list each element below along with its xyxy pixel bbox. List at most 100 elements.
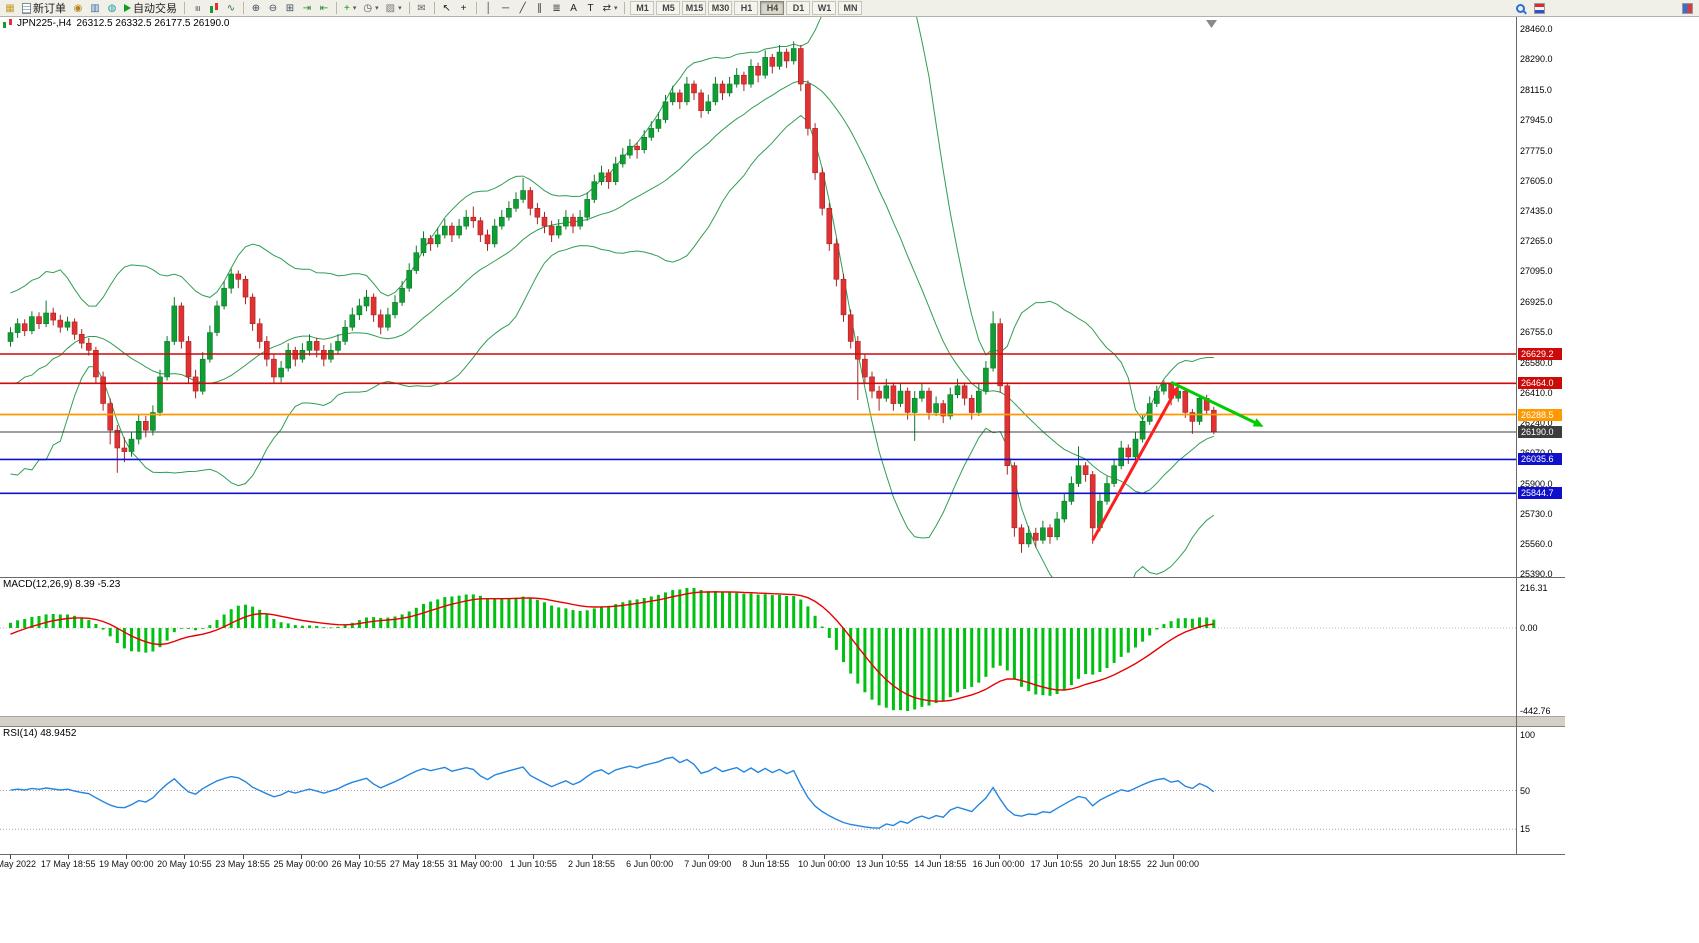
horizontal-line-icon: ─ [502, 2, 510, 14]
timeframe-mn[interactable]: MN [838, 1, 863, 15]
indicators-icon: + [344, 2, 350, 14]
rsi-svg [0, 756, 1516, 830]
time-tick [765, 855, 767, 859]
text-icon-button[interactable]: A [566, 1, 582, 16]
zoom-out-icon-button[interactable]: ⊖ [265, 1, 281, 16]
price-tag: 26035.6 [1518, 453, 1562, 466]
new-order-button[interactable]: 新订单 [19, 1, 69, 16]
macd-panel[interactable]: MACD(12,26,9) 8.39 -5.23 [0, 578, 1516, 716]
timeframe-w1[interactable]: W1 [812, 1, 837, 15]
stamp-icon-button[interactable]: ◉ [70, 1, 86, 16]
doc-icon [22, 2, 31, 14]
time-tick [707, 855, 709, 859]
text-label-icon: T [587, 2, 594, 14]
chart-window: JPN225-,H4 26312.5 26332.5 26177.5 26190… [0, 17, 1699, 943]
tile-windows-icon-button[interactable]: ⊞ [282, 1, 298, 16]
time-label: 19 May 00:00 [99, 859, 154, 869]
text-label-icon-button[interactable]: T [583, 1, 599, 16]
toolbar-separator [243, 2, 244, 14]
time-tick [533, 855, 535, 859]
chart-shift-icon: ⇤ [319, 2, 329, 14]
timeframe-m15[interactable]: M15 [682, 1, 707, 15]
channel-icon-button[interactable]: ∥ [532, 1, 548, 16]
mail-icon: ✉ [417, 2, 426, 14]
workspace-icon[interactable] [1679, 1, 1696, 16]
autotrading-button[interactable]: 自动交易 [121, 1, 180, 16]
time-label: 27 May 18:55 [389, 859, 445, 869]
candles-chart-icon-button[interactable] [206, 1, 222, 16]
bars-chart-icon-button[interactable]: ≡ [189, 1, 205, 16]
time-label: 7 Jun 09:00 [684, 859, 732, 869]
time-tick [242, 855, 244, 859]
tile-windows-icon: ⊞ [285, 2, 295, 14]
autotrading-label: 自动交易 [133, 3, 177, 15]
time-label: 2 Jun 18:55 [567, 859, 616, 869]
profiles-icon-button[interactable]: ▥ [87, 1, 103, 16]
trend-arrows[interactable] [1091, 380, 1264, 542]
trendline-icon-button[interactable]: ╱ [515, 1, 531, 16]
time-label: 13 Jun 10:55 [856, 859, 909, 869]
zoom-in-icon-button[interactable]: ⊕ [248, 1, 264, 16]
price-tick: 25730.0 [1520, 508, 1553, 519]
line-chart-icon-button[interactable]: ∿ [223, 1, 239, 16]
arrows-icon-button[interactable]: ⇄ ▾ [600, 1, 621, 16]
price-tick: 27945.0 [1520, 115, 1553, 126]
dropdown-caret-icon: ▾ [613, 5, 618, 12]
horizontal-line-icon-button[interactable]: ─ [498, 1, 514, 16]
horizontal-levels[interactable] [0, 353, 1516, 495]
time-label: 31 May 00:00 [447, 859, 503, 869]
indicators-icon-button[interactable]: + ▾ [341, 1, 359, 16]
price-chart-svg [0, 17, 1516, 577]
price-axis[interactable]: 28460.0 28290.0 28115.0 27945.0 27775.0 27605… [1518, 17, 1578, 855]
symbol-ohlc-label: JPN225-,H4 26312.5 26332.5 26177.5 26190… [3, 18, 229, 29]
panel-separator [0, 854, 1565, 855]
price-tick: 25560.0 [1520, 538, 1553, 549]
timeframe-m5[interactable]: M5 [656, 1, 681, 15]
cursor-icon-button[interactable]: ↖ [439, 1, 455, 16]
timeframe-d1[interactable]: D1 [786, 1, 811, 15]
vertical-line-icon-button[interactable]: │ [481, 1, 497, 16]
chart-shift-icon-button[interactable]: ⇤ [316, 1, 332, 16]
timeframe-h4[interactable]: H4 [760, 1, 785, 15]
time-label: 14 Jun 18:55 [914, 859, 967, 869]
toolbar: ▦ 新订单 ◉ ▥ ◍ 自动交易 ≡ ∿ ⊕ ⊖ ⊞ ⇥ ⇤ + ▾ ◷ ▾ ▨ ▾ ✉ ↖ + │ ─ ╱ ∥ ≣ A T ⇄ ▾ M1 M5… [0, 0, 1699, 17]
new-chart-icon-button[interactable]: ▦ [2, 1, 18, 16]
time-tick [300, 855, 302, 859]
zoom-in-icon: ⊕ [251, 2, 261, 14]
main-chart-panel[interactable]: JPN225-,H4 26312.5 26332.5 26177.5 26190… [0, 17, 1516, 577]
panel-separator [0, 577, 1565, 578]
macd-tick: -442.76 [1520, 706, 1551, 716]
price-tick: 26580.0 [1520, 357, 1553, 368]
toolbar-items: ▦ 新订单 ◉ ▥ ◍ 自动交易 ≡ ∿ ⊕ ⊖ ⊞ ⇥ ⇤ + ▾ ◷ ▾ ▨ ▾ ✉ ↖ + │ ─ ╱ ∥ ≣ A T ⇄ ▾ M1 M5… [2, 0, 863, 16]
auto-scroll-icon-button[interactable]: ⇥ [299, 1, 315, 16]
price-tick: 28460.0 [1520, 24, 1553, 34]
data-window-icon-button[interactable]: ◍ [104, 1, 120, 16]
alerts-icon [1534, 3, 1545, 14]
alerts-icon[interactable] [1531, 1, 1548, 16]
timeframe-h1[interactable]: H1 [734, 1, 759, 15]
chart-shift-marker[interactable] [1206, 20, 1217, 28]
timeframe-m1[interactable]: M1 [630, 1, 655, 15]
crosshair-icon-button[interactable]: + [456, 1, 472, 16]
mail-icon-button[interactable]: ✉ [414, 1, 430, 16]
price-tick: 27775.0 [1520, 145, 1553, 156]
panel-splitter[interactable] [0, 716, 1565, 727]
dropdown-caret-icon: ▾ [375, 5, 379, 12]
auto-scroll-icon: ⇥ [302, 2, 312, 14]
periods-icon-button[interactable]: ◷ ▾ [360, 1, 381, 16]
toolbar-separator [408, 2, 410, 14]
bars-chart-icon: ≡ [191, 5, 203, 11]
fibonacci-icon-button[interactable]: ≣ [549, 1, 565, 16]
candles-chart-icon [209, 2, 219, 14]
time-tick [358, 855, 360, 859]
rsi-panel[interactable]: RSI(14) 48.9452 [0, 727, 1516, 854]
time-label: 8 Jun 18:55 [742, 859, 790, 869]
search-icon[interactable] [1512, 1, 1528, 16]
symbol-label: JPN225-,H4 [17, 18, 72, 29]
time-label: 20 Jun 18:55 [1088, 859, 1141, 869]
timeframe-m30[interactable]: M30 [708, 1, 733, 15]
toolbar-separator [624, 2, 626, 14]
time-label: 1 Jun 10:55 [509, 859, 557, 869]
templates-icon-button[interactable]: ▨ ▾ [383, 1, 405, 16]
